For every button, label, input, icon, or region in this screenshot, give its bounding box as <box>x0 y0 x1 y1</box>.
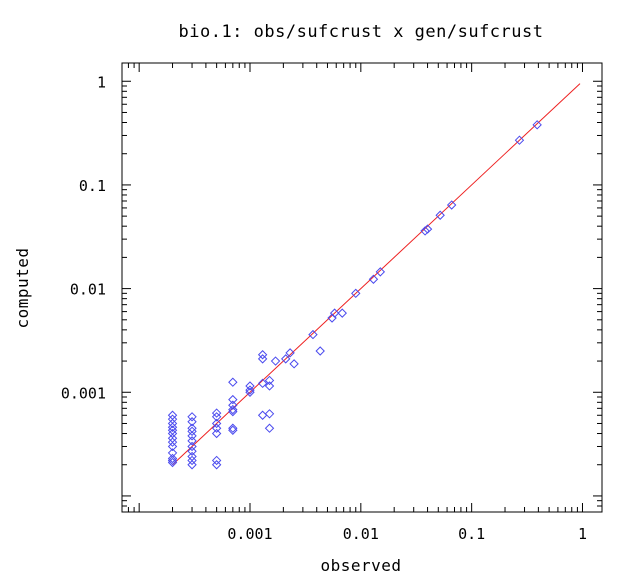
data-point <box>289 359 299 369</box>
x-axis-label: observed <box>320 556 401 575</box>
data-point <box>422 224 433 234</box>
data-point <box>368 274 379 284</box>
data-point <box>211 412 222 422</box>
data-point <box>228 400 238 410</box>
data-point <box>167 410 178 420</box>
data-point <box>351 288 361 299</box>
data-point <box>167 441 178 452</box>
data-point <box>337 308 347 318</box>
x-tick-label: 1 <box>578 525 587 543</box>
chart-title: bio.1: obs/sufcrust x gen/sufcrust <box>179 22 544 42</box>
data-point <box>211 460 222 470</box>
data-point <box>257 378 268 389</box>
data-point <box>228 394 238 405</box>
data-point <box>167 418 178 429</box>
data-point <box>187 451 197 462</box>
data-point <box>167 448 178 458</box>
data-point <box>281 354 291 364</box>
tick-labels: 0.001 0.01 0.1 1 0.001 0.01 0.1 1 <box>61 73 587 543</box>
data-point <box>245 385 255 395</box>
data-point <box>270 356 281 366</box>
data-points <box>167 120 542 470</box>
data-point <box>187 436 197 446</box>
data-point <box>264 423 275 433</box>
data-point <box>446 200 457 210</box>
data-point <box>245 381 255 391</box>
x-tick-label: 0.1 <box>458 525 485 543</box>
data-point <box>187 441 197 452</box>
data-point <box>514 135 525 145</box>
data-point <box>167 437 178 447</box>
data-point <box>375 267 386 277</box>
plot-area: 0.001 0.01 0.1 1 0.001 0.01 0.1 1 <box>61 62 603 543</box>
data-point <box>257 354 268 364</box>
x-tick-label: 0.01 <box>343 525 379 543</box>
data-point <box>211 455 222 466</box>
plot-frame <box>121 62 603 513</box>
data-point <box>167 422 178 432</box>
axis-ticks <box>121 63 602 513</box>
data-point <box>187 460 197 470</box>
data-point <box>187 455 197 466</box>
data-point <box>420 226 430 236</box>
data-point <box>187 423 197 433</box>
data-point <box>167 414 178 424</box>
data-point <box>187 446 197 456</box>
y-tick-label: 0.01 <box>70 281 106 299</box>
data-point <box>264 381 275 391</box>
data-point <box>211 418 222 429</box>
data-point <box>532 120 542 130</box>
data-point <box>329 308 340 318</box>
data-point <box>257 350 268 360</box>
data-point <box>211 408 222 418</box>
y-tick-label: 1 <box>97 73 106 91</box>
y-axis-label: computed <box>13 247 32 328</box>
data-point <box>264 375 275 386</box>
data-point <box>257 410 268 420</box>
fit-line <box>172 83 581 466</box>
data-point <box>167 453 178 464</box>
data-point <box>308 329 318 340</box>
data-point <box>187 417 197 427</box>
data-point <box>211 423 222 433</box>
y-tick-label: 0.1 <box>79 177 106 195</box>
data-point <box>187 412 197 422</box>
data-point <box>435 210 445 220</box>
data-point <box>228 404 238 415</box>
data-point <box>228 377 238 387</box>
data-point <box>315 346 325 356</box>
data-point <box>211 428 222 439</box>
data-point <box>228 423 238 433</box>
data-point <box>264 409 275 419</box>
data-point <box>187 431 197 441</box>
data-point <box>167 433 178 443</box>
x-tick-label: 0.001 <box>227 525 272 543</box>
data-point <box>285 348 295 358</box>
y-tick-label: 0.001 <box>61 384 106 402</box>
